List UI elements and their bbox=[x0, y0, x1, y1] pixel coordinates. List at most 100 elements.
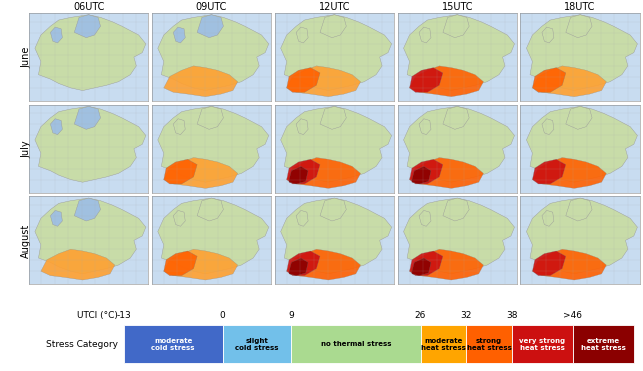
Text: extreme
heat stress: extreme heat stress bbox=[581, 338, 626, 351]
Text: slight
cold stress: slight cold stress bbox=[235, 338, 278, 351]
Polygon shape bbox=[443, 198, 469, 221]
Polygon shape bbox=[410, 158, 484, 188]
Polygon shape bbox=[404, 106, 514, 182]
Polygon shape bbox=[542, 119, 554, 135]
Polygon shape bbox=[532, 158, 606, 188]
Text: 26: 26 bbox=[415, 312, 426, 321]
Polygon shape bbox=[532, 159, 566, 184]
Polygon shape bbox=[527, 198, 637, 274]
Polygon shape bbox=[164, 249, 238, 280]
Polygon shape bbox=[410, 66, 484, 97]
Bar bbox=[291, 325, 421, 363]
Polygon shape bbox=[50, 27, 62, 43]
Polygon shape bbox=[197, 15, 223, 38]
Polygon shape bbox=[320, 15, 347, 38]
Polygon shape bbox=[296, 210, 308, 226]
Polygon shape bbox=[287, 66, 361, 97]
Polygon shape bbox=[35, 198, 146, 274]
Polygon shape bbox=[410, 249, 484, 280]
Polygon shape bbox=[542, 27, 554, 43]
Polygon shape bbox=[50, 119, 62, 135]
Polygon shape bbox=[532, 251, 566, 276]
Polygon shape bbox=[566, 15, 592, 38]
Polygon shape bbox=[287, 158, 361, 188]
Polygon shape bbox=[419, 210, 431, 226]
Bar bbox=[222, 325, 291, 363]
Polygon shape bbox=[197, 198, 223, 221]
Polygon shape bbox=[164, 158, 238, 188]
Text: Stress Category: Stress Category bbox=[46, 339, 118, 349]
Polygon shape bbox=[296, 119, 308, 135]
Text: >46: >46 bbox=[563, 312, 583, 321]
Y-axis label: August: August bbox=[21, 223, 31, 257]
Polygon shape bbox=[419, 119, 431, 135]
Polygon shape bbox=[404, 198, 514, 274]
Title: 09UTC: 09UTC bbox=[195, 2, 227, 12]
Polygon shape bbox=[158, 106, 269, 182]
Polygon shape bbox=[164, 159, 197, 184]
Polygon shape bbox=[158, 198, 269, 274]
Y-axis label: June: June bbox=[21, 46, 31, 68]
Polygon shape bbox=[35, 106, 146, 182]
Polygon shape bbox=[164, 66, 238, 97]
Text: moderate
cold stress: moderate cold stress bbox=[151, 338, 195, 351]
Text: UTCI (°C): UTCI (°C) bbox=[77, 312, 118, 321]
Polygon shape bbox=[532, 249, 606, 280]
Polygon shape bbox=[50, 210, 62, 226]
Text: -13: -13 bbox=[116, 312, 131, 321]
Text: strong
heat stress: strong heat stress bbox=[467, 338, 511, 351]
Polygon shape bbox=[542, 210, 554, 226]
Polygon shape bbox=[404, 15, 514, 91]
Bar bbox=[573, 325, 634, 363]
Text: 38: 38 bbox=[506, 312, 518, 321]
Polygon shape bbox=[287, 251, 320, 276]
Polygon shape bbox=[75, 106, 100, 129]
Polygon shape bbox=[158, 15, 269, 91]
Y-axis label: July: July bbox=[21, 140, 31, 158]
Polygon shape bbox=[281, 15, 392, 91]
Polygon shape bbox=[35, 15, 146, 91]
Polygon shape bbox=[174, 27, 185, 43]
Polygon shape bbox=[532, 66, 606, 97]
Polygon shape bbox=[566, 106, 592, 129]
Polygon shape bbox=[419, 27, 431, 43]
Polygon shape bbox=[410, 159, 443, 184]
Polygon shape bbox=[287, 159, 320, 184]
Bar bbox=[466, 325, 512, 363]
Title: 15UTC: 15UTC bbox=[442, 2, 473, 12]
Polygon shape bbox=[410, 68, 443, 92]
Bar bbox=[123, 325, 222, 363]
Polygon shape bbox=[566, 198, 592, 221]
Text: moderate
heat stress: moderate heat stress bbox=[421, 338, 466, 351]
Text: 0: 0 bbox=[220, 312, 226, 321]
Polygon shape bbox=[75, 198, 100, 221]
Polygon shape bbox=[281, 198, 392, 274]
Polygon shape bbox=[287, 68, 320, 92]
Polygon shape bbox=[289, 166, 308, 184]
Polygon shape bbox=[320, 198, 347, 221]
Polygon shape bbox=[197, 106, 223, 129]
Title: 06UTC: 06UTC bbox=[73, 2, 104, 12]
Polygon shape bbox=[296, 27, 308, 43]
Title: 12UTC: 12UTC bbox=[319, 2, 350, 12]
Polygon shape bbox=[527, 106, 637, 182]
Text: very strong
heat stress: very strong heat stress bbox=[520, 338, 565, 351]
Text: no thermal stress: no thermal stress bbox=[321, 341, 391, 347]
Polygon shape bbox=[410, 251, 443, 276]
Polygon shape bbox=[281, 106, 392, 182]
Polygon shape bbox=[174, 119, 185, 135]
Polygon shape bbox=[443, 15, 469, 38]
Polygon shape bbox=[443, 106, 469, 129]
Bar bbox=[421, 325, 466, 363]
Polygon shape bbox=[527, 15, 637, 91]
Text: 32: 32 bbox=[460, 312, 472, 321]
Text: 9: 9 bbox=[288, 312, 294, 321]
Polygon shape bbox=[289, 258, 308, 276]
Polygon shape bbox=[412, 258, 431, 276]
Title: 18UTC: 18UTC bbox=[565, 2, 596, 12]
Polygon shape bbox=[174, 210, 185, 226]
Polygon shape bbox=[41, 249, 115, 280]
Polygon shape bbox=[287, 249, 361, 280]
Bar bbox=[512, 325, 573, 363]
Polygon shape bbox=[164, 251, 197, 276]
